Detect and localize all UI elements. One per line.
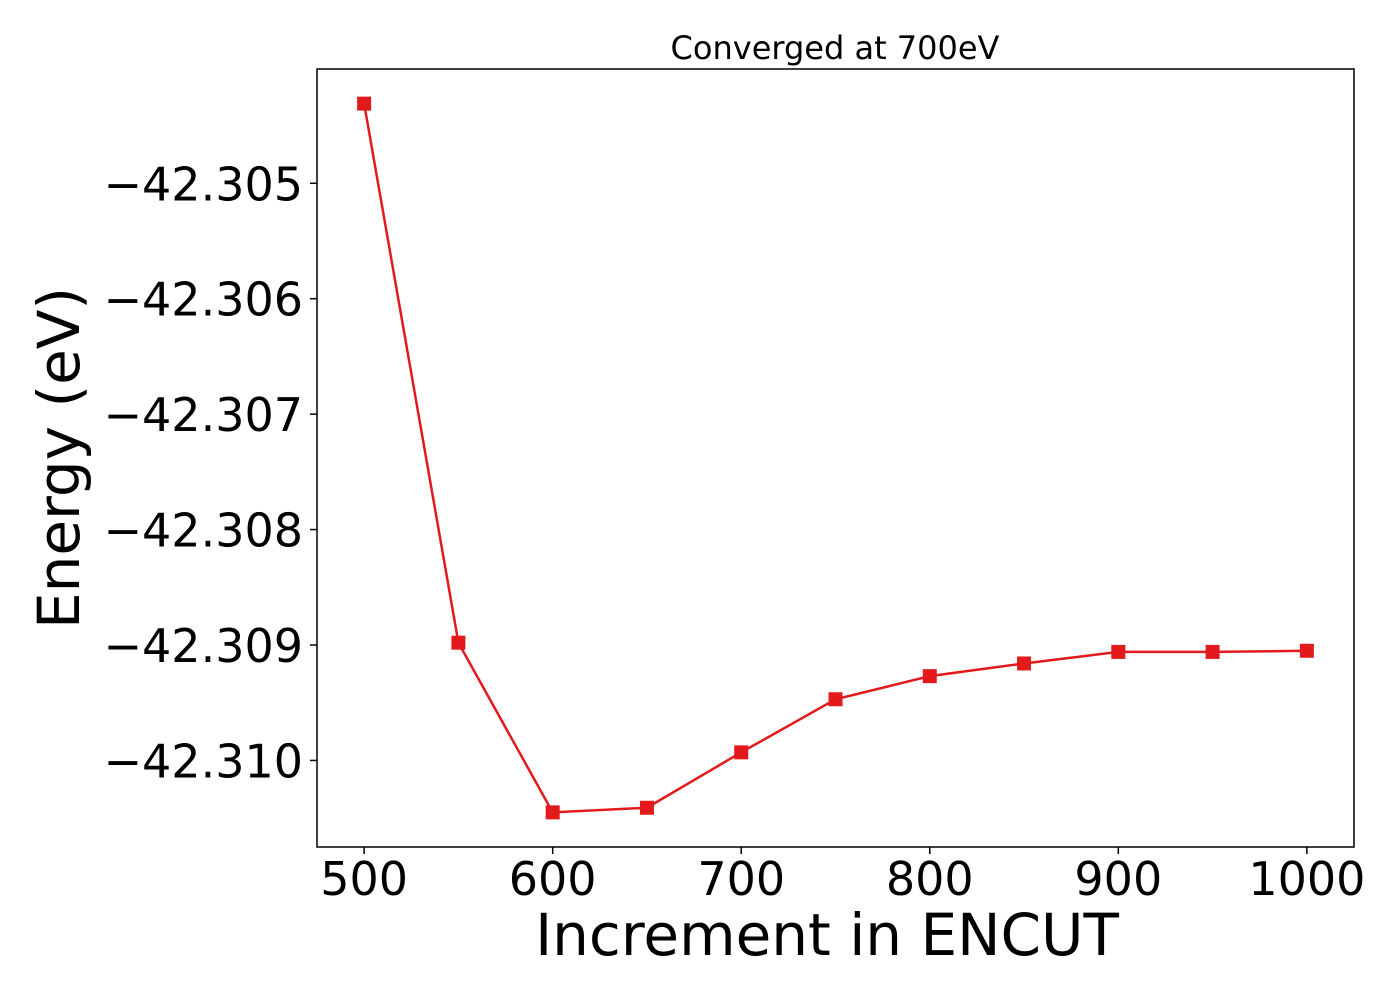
x-tick-label: 700 bbox=[697, 852, 785, 906]
data-point bbox=[1205, 644, 1220, 659]
data-point bbox=[734, 745, 749, 760]
x-tick-label: 600 bbox=[509, 852, 597, 906]
data-point bbox=[545, 805, 560, 820]
x-tick-label: 500 bbox=[320, 852, 408, 906]
data-point bbox=[828, 692, 843, 707]
y-tick-label: −42.309 bbox=[104, 619, 304, 673]
x-tick-label: 800 bbox=[886, 852, 974, 906]
chart-title: Converged at 700eV bbox=[671, 29, 1000, 67]
data-point bbox=[357, 96, 372, 111]
x-tick-label: 1000 bbox=[1248, 852, 1365, 906]
y-tick-label: −42.308 bbox=[104, 504, 304, 558]
y-tick-label: −42.310 bbox=[104, 734, 304, 788]
plot-frame bbox=[316, 68, 1355, 848]
data-point bbox=[1111, 644, 1126, 659]
y-axis: −42.305 −42.306 −42.307 −42.308 −42.309 −42.3… bbox=[104, 157, 317, 788]
data-point bbox=[1299, 643, 1314, 658]
x-axis: 500 600 700 800 900 1000 bbox=[320, 847, 1365, 906]
y-tick-label: −42.306 bbox=[104, 273, 304, 327]
x-axis-label: Increment in ENCUT bbox=[535, 901, 1119, 969]
data-point bbox=[639, 800, 654, 815]
series-layer bbox=[357, 96, 1314, 820]
data-point bbox=[922, 669, 937, 684]
y-tick-label: −42.307 bbox=[104, 388, 304, 442]
data-point bbox=[1017, 656, 1032, 671]
y-tick-label: −42.305 bbox=[104, 157, 304, 211]
x-tick-label: 900 bbox=[1074, 852, 1162, 906]
y-axis-label: Energy (eV) bbox=[25, 287, 93, 629]
data-point bbox=[451, 635, 466, 650]
